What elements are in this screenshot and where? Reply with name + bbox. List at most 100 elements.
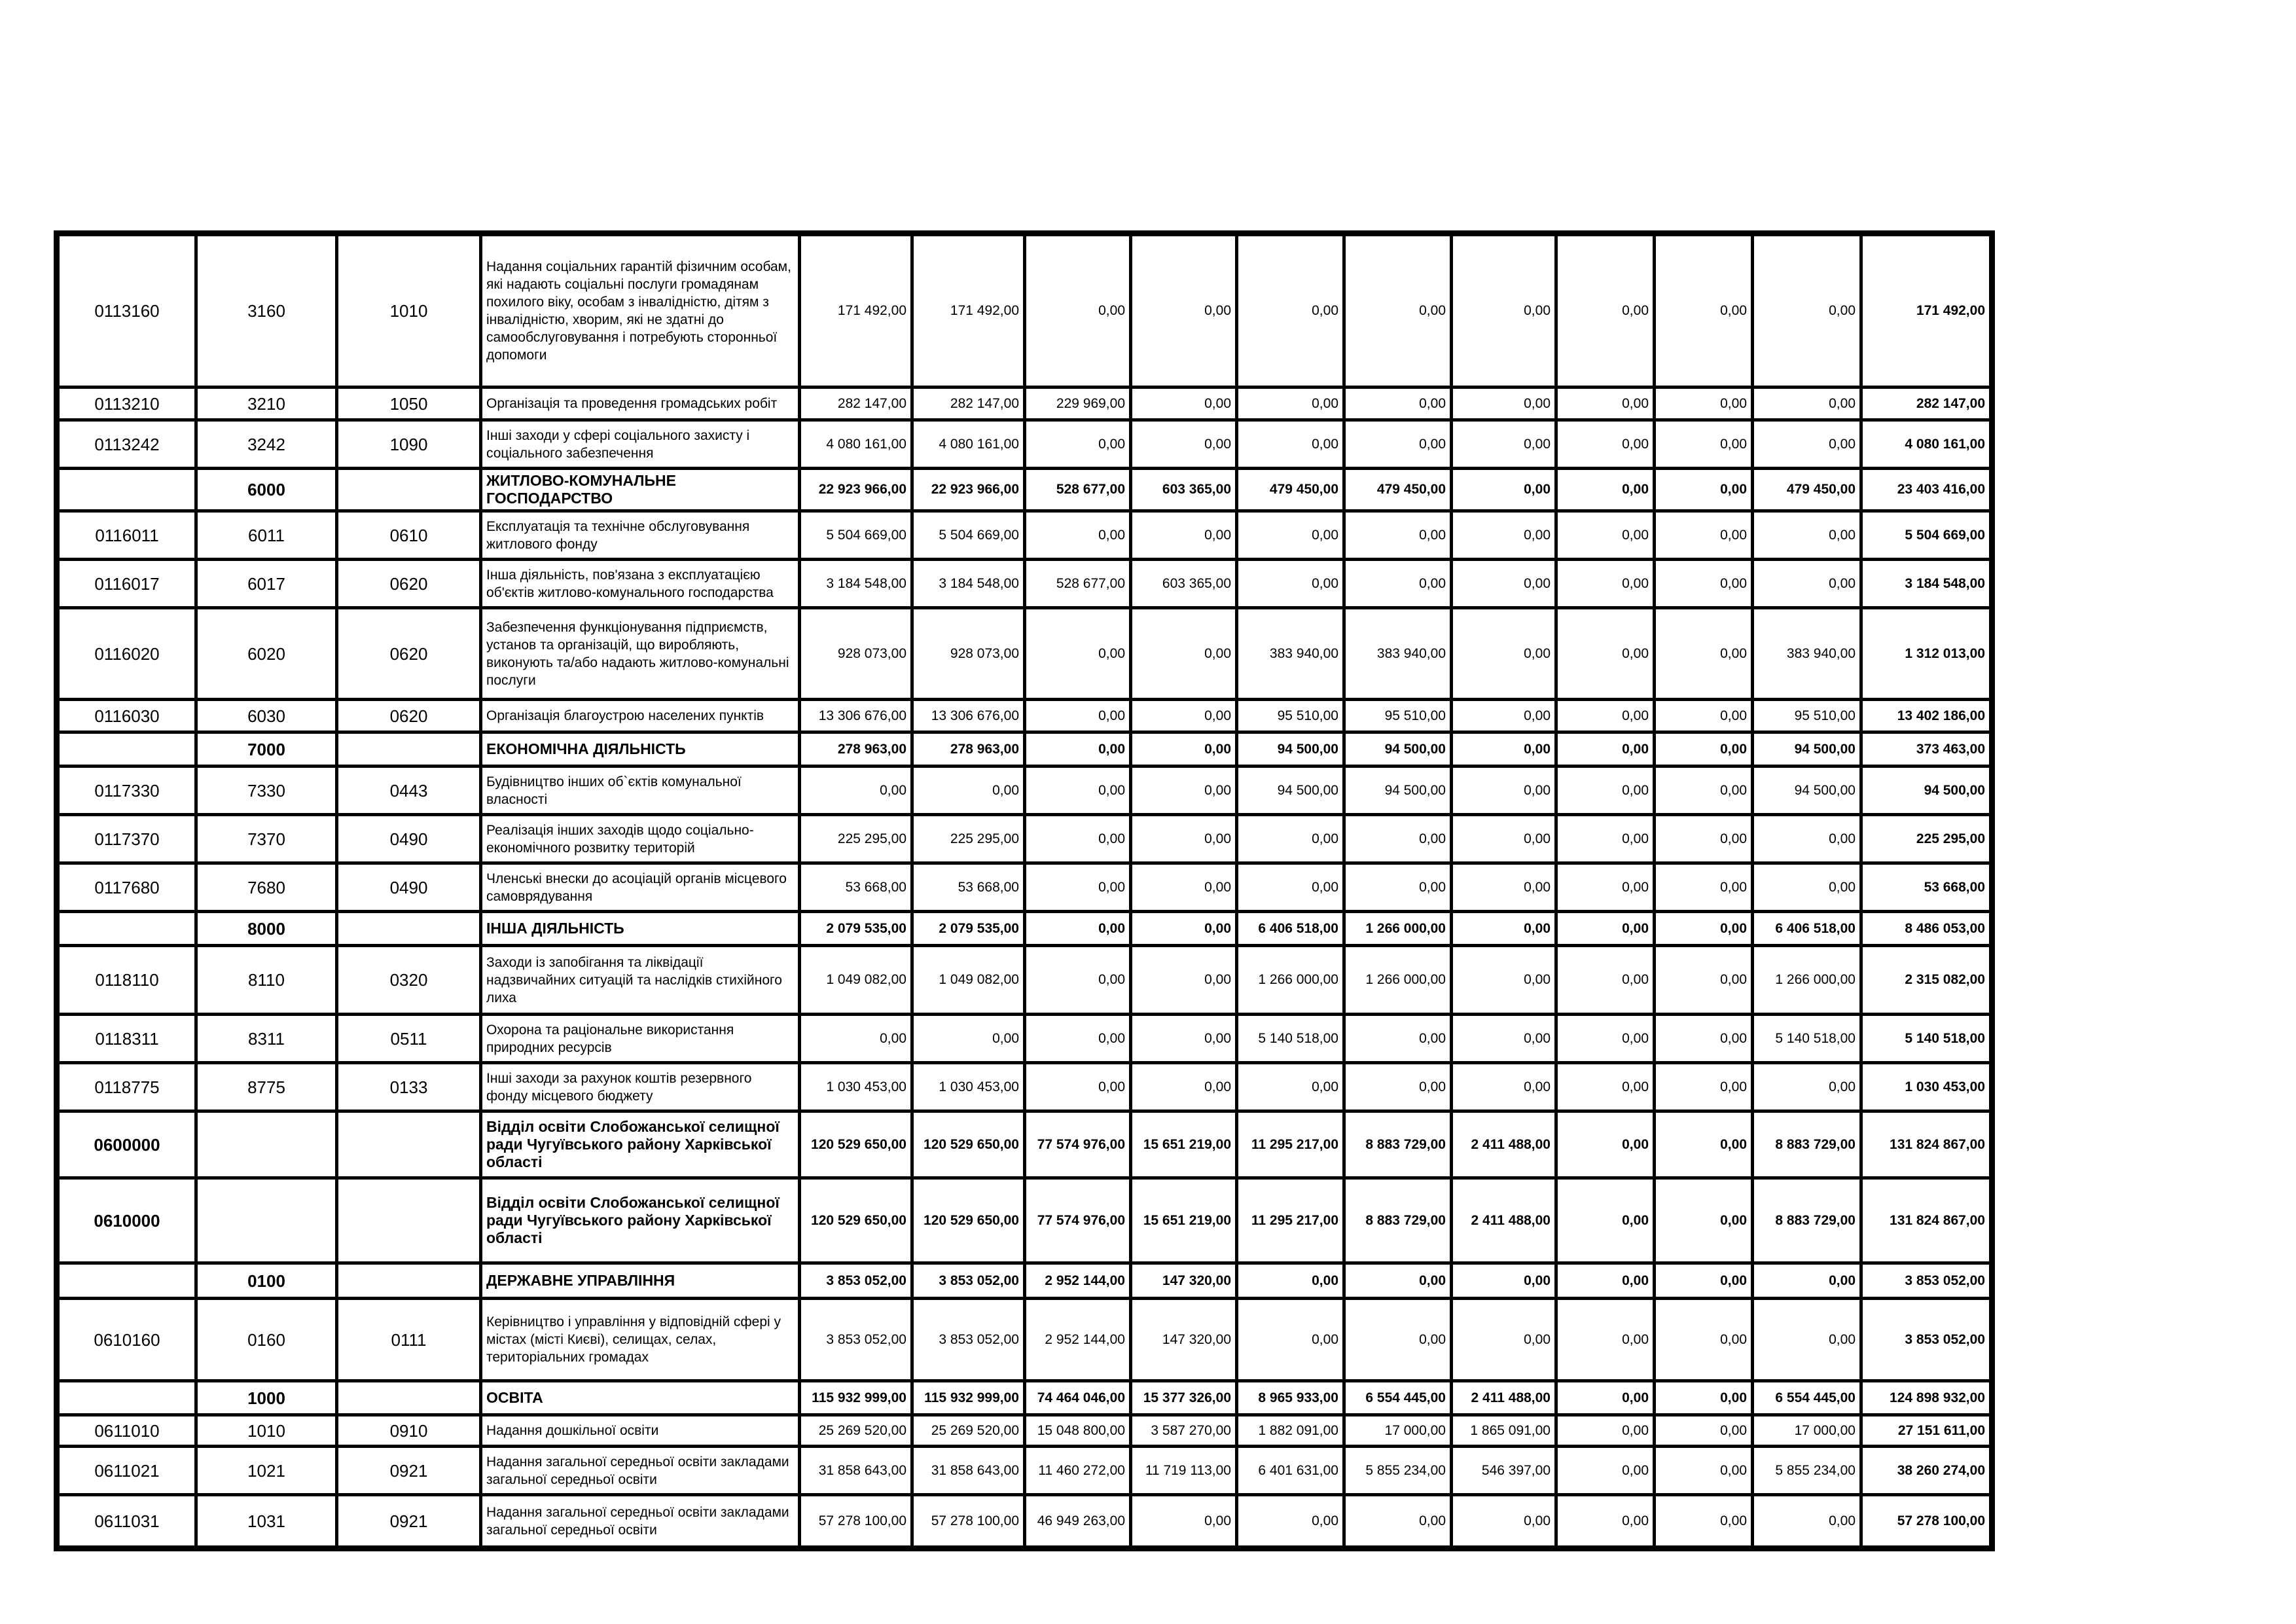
code-program-cell: 0611021 [55, 1445, 198, 1496]
value-cell-4: 0,00 [1129, 765, 1238, 816]
code-tpkvk-cell: 6017 [194, 558, 338, 609]
value-cell-2: 120 529 650,00 [910, 1176, 1026, 1265]
value-cell-3: 15 048 800,00 [1023, 1413, 1132, 1448]
value-cell-7: 0,00 [1450, 861, 1558, 913]
value-cell-2: 5 504 669,00 [910, 509, 1026, 561]
code-tpkvk-cell: 7680 [194, 861, 338, 913]
value-cell-4: 15 651 219,00 [1129, 1110, 1238, 1180]
value-cell-1: 3 184 548,00 [798, 558, 914, 609]
code-tpkvk-cell: 6020 [194, 606, 338, 701]
value-cell-1: 282 147,00 [798, 386, 914, 422]
code-program-cell [55, 1261, 198, 1300]
value-cell-2: 25 269 520,00 [910, 1413, 1026, 1448]
value-cell-1: 3 853 052,00 [798, 1261, 914, 1300]
code-fkvk-cell: 1010 [335, 232, 482, 389]
value-cell-3: 0,00 [1023, 1013, 1132, 1064]
value-cell-9: 0,00 [1653, 1297, 1754, 1382]
value-cell-7: 0,00 [1450, 698, 1558, 734]
table-row: 0118775 8775 0133 Інші заходи за рахунок ко… [55, 1061, 1994, 1113]
value-cell-3: 11 460 272,00 [1023, 1445, 1132, 1496]
value-cell-9: 0,00 [1653, 944, 1754, 1016]
value-cell-4: 0,00 [1129, 698, 1238, 734]
code-program-cell: 0117370 [55, 813, 198, 865]
description-cell: Надання соціальних гарантій фізичним осо… [479, 232, 801, 389]
value-cell-5: 8 965 933,00 [1235, 1379, 1346, 1416]
value-cell-9: 0,00 [1653, 1493, 1754, 1550]
value-cell-9: 0,00 [1653, 558, 1754, 609]
value-cell-2: 928 073,00 [910, 606, 1026, 701]
code-tpkvk-cell: 8775 [194, 1061, 338, 1113]
code-program-cell: 0611010 [55, 1413, 198, 1448]
value-cell-2: 3 184 548,00 [910, 558, 1026, 609]
code-tpkvk-cell: 8110 [194, 944, 338, 1016]
table-row: 8000 ІНША ДІЯЛЬНІСТЬ 2 079 535,00 2 079 535… [55, 910, 1994, 947]
table-row: 0100 ДЕРЖАВНЕ УПРАВЛІННЯ 3 853 052,00 3 853… [55, 1261, 1994, 1300]
value-cell-9: 0,00 [1653, 731, 1754, 768]
value-cell-5: 6 406 518,00 [1235, 910, 1346, 947]
code-program-cell [55, 467, 198, 513]
budget-table: 0113160 3160 1010 Надання соціальних гарант… [54, 230, 1995, 1551]
value-cell-3: 0,00 [1023, 509, 1132, 561]
code-tpkvk-cell: 8311 [194, 1013, 338, 1064]
value-cell-2: 53 668,00 [910, 861, 1026, 913]
description-cell: Будівництво інших об`єктів комунальної в… [479, 765, 801, 816]
description-cell: Керівництво і управління у відповідній с… [479, 1297, 801, 1382]
value-cell-3: 528 677,00 [1023, 558, 1132, 609]
value-cell-9: 0,00 [1653, 861, 1754, 913]
value-cell-4: 11 719 113,00 [1129, 1445, 1238, 1496]
table-row: 0113210 3210 1050 Організація та проведення… [55, 386, 1994, 422]
code-tpkvk-cell: 1031 [194, 1493, 338, 1550]
value-cell-7: 0,00 [1450, 232, 1558, 389]
table-row: 0113242 3242 1090 Інші заходи у сфері соціа… [55, 418, 1994, 470]
value-cell-3: 0,00 [1023, 944, 1132, 1016]
value-cell-8: 0,00 [1554, 698, 1656, 734]
code-fkvk-cell: 0111 [335, 1297, 482, 1382]
code-program-cell [55, 910, 198, 947]
code-fkvk-cell [335, 1176, 482, 1265]
value-cell-11: 8 486 053,00 [1859, 910, 1994, 947]
value-cell-1: 13 306 676,00 [798, 698, 914, 734]
code-program-cell: 0600000 [55, 1110, 198, 1180]
code-fkvk-cell: 0490 [335, 861, 482, 913]
code-fkvk-cell: 0320 [335, 944, 482, 1016]
code-fkvk-cell [335, 1110, 482, 1180]
code-fkvk-cell [335, 731, 482, 768]
value-cell-9: 0,00 [1653, 1261, 1754, 1300]
value-cell-11: 373 463,00 [1859, 731, 1994, 768]
value-cell-3: 0,00 [1023, 698, 1132, 734]
value-cell-5: 1 882 091,00 [1235, 1413, 1346, 1448]
value-cell-5: 0,00 [1235, 1061, 1346, 1113]
value-cell-2: 31 858 643,00 [910, 1445, 1026, 1496]
value-cell-2: 2 079 535,00 [910, 910, 1026, 947]
value-cell-7: 2 411 488,00 [1450, 1110, 1558, 1180]
value-cell-4: 603 365,00 [1129, 467, 1238, 513]
value-cell-10: 5 855 234,00 [1751, 1445, 1863, 1496]
value-cell-7: 1 865 091,00 [1450, 1413, 1558, 1448]
value-cell-11: 2 315 082,00 [1859, 944, 1994, 1016]
code-tpkvk-cell [194, 1176, 338, 1265]
value-cell-10: 0,00 [1751, 1493, 1863, 1550]
code-tpkvk-cell: 7370 [194, 813, 338, 865]
value-cell-2: 120 529 650,00 [910, 1110, 1026, 1180]
value-cell-6: 94 500,00 [1342, 731, 1453, 768]
table-row: 0116020 6020 0620 Забезпечення функціонуван… [55, 606, 1994, 701]
value-cell-3: 229 969,00 [1023, 386, 1132, 422]
value-cell-5: 383 940,00 [1235, 606, 1346, 701]
code-fkvk-cell [335, 1261, 482, 1300]
value-cell-3: 0,00 [1023, 861, 1132, 913]
code-program-cell: 0118110 [55, 944, 198, 1016]
value-cell-8: 0,00 [1554, 558, 1656, 609]
value-cell-10: 17 000,00 [1751, 1413, 1863, 1448]
budget-table-body: 0113160 3160 1010 Надання соціальних гарант… [55, 232, 1994, 1550]
description-cell: Інші заходи за рахунок коштів резервного… [479, 1061, 801, 1113]
value-cell-11: 3 853 052,00 [1859, 1261, 1994, 1300]
value-cell-2: 57 278 100,00 [910, 1493, 1026, 1550]
value-cell-9: 0,00 [1653, 1013, 1754, 1064]
code-fkvk-cell: 0910 [335, 1413, 482, 1448]
value-cell-11: 171 492,00 [1859, 232, 1994, 389]
description-cell: Надання дошкільної освіти [479, 1413, 801, 1448]
code-program-cell: 0116030 [55, 698, 198, 734]
description-cell: Надання загальної середньої освіти закла… [479, 1445, 801, 1496]
value-cell-10: 8 883 729,00 [1751, 1176, 1863, 1265]
